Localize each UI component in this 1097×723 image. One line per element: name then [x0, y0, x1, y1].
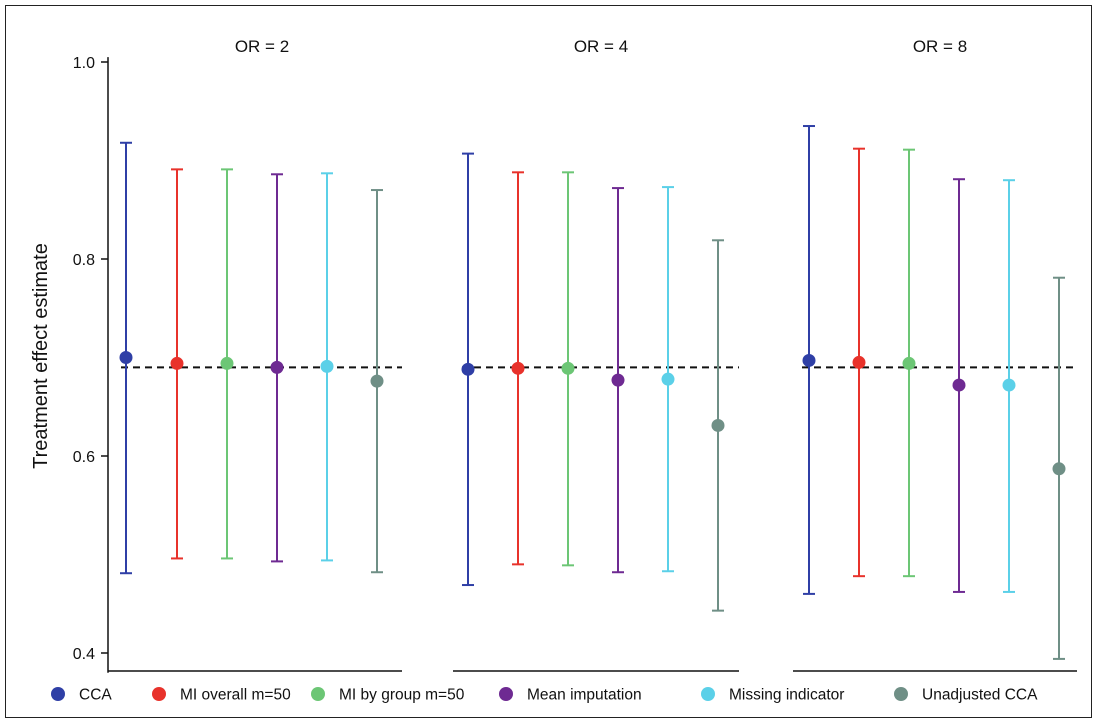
- estimate-point: [561, 361, 575, 375]
- legend-item: MI overall m=50: [152, 687, 291, 704]
- estimate-point: [902, 356, 916, 370]
- legend-item: MI by group m=50: [311, 687, 465, 704]
- panel-2: OR = 4: [453, 37, 739, 672]
- estimate-point: [1002, 378, 1016, 392]
- legend-label: Mean imputation: [527, 687, 642, 704]
- legend-item: Mean imputation: [499, 687, 642, 704]
- legend-item: Unadjusted CCA: [894, 687, 1038, 704]
- estimate-point: [461, 362, 475, 376]
- estimate-point: [170, 356, 184, 370]
- panel-title: OR = 2: [235, 37, 289, 56]
- estimate-point: [802, 353, 816, 367]
- estimate-point: [511, 361, 525, 375]
- panel-title: OR = 8: [913, 37, 967, 56]
- legend-marker: [499, 687, 513, 701]
- y-axis-label: Treatment effect estimate: [30, 243, 52, 469]
- legend-item: CCA: [51, 687, 112, 704]
- y-tick-label: 0.4: [73, 646, 95, 663]
- panel-title: OR = 4: [574, 37, 628, 56]
- estimate-point: [320, 359, 334, 373]
- panel-3: OR = 8: [793, 37, 1077, 672]
- panels: OR = 2 OR = 4 OR = 8: [108, 37, 1077, 672]
- legend-label: Unadjusted CCA: [922, 687, 1038, 704]
- estimate-point: [661, 372, 675, 386]
- estimate-point: [119, 351, 133, 364]
- legend: CCA MI overall m=50 MI by group m=50 Mean i…: [51, 687, 1038, 704]
- y-tick-label: 0.6: [73, 449, 95, 466]
- y-axis: 0.4 0.6 0.8 1.0: [73, 55, 109, 673]
- legend-marker: [894, 687, 908, 701]
- legend-marker: [701, 687, 715, 701]
- panel-1: OR = 2: [108, 37, 402, 672]
- estimate-point: [711, 418, 725, 432]
- legend-label: MI overall m=50: [180, 687, 291, 704]
- estimate-point: [220, 356, 234, 370]
- estimate-point: [370, 374, 384, 388]
- estimate-point: [1052, 462, 1066, 476]
- y-tick-label: 0.8: [73, 252, 95, 269]
- estimate-point: [611, 373, 625, 387]
- legend-marker: [152, 687, 166, 701]
- legend-label: CCA: [79, 687, 112, 704]
- legend-marker: [311, 687, 325, 701]
- estimate-point: [270, 360, 284, 374]
- estimate-point: [952, 378, 966, 392]
- legend-label: MI by group m=50: [339, 687, 465, 704]
- legend-item: Missing indicator: [701, 687, 844, 704]
- legend-label: Missing indicator: [729, 687, 844, 704]
- legend-marker: [51, 687, 65, 701]
- y-tick-label: 1.0: [73, 55, 95, 72]
- estimate-point: [852, 355, 866, 369]
